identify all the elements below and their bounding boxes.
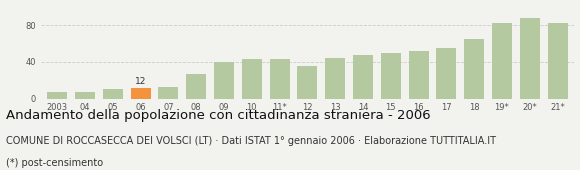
Bar <box>408 51 429 99</box>
Bar <box>520 18 540 99</box>
Bar <box>325 58 345 99</box>
Bar <box>298 66 317 99</box>
Bar <box>242 59 262 99</box>
Bar <box>214 62 234 99</box>
Bar <box>548 23 567 99</box>
Bar <box>103 89 123 99</box>
Bar <box>353 55 373 99</box>
Text: 12: 12 <box>135 77 146 86</box>
Bar <box>270 59 289 99</box>
Bar <box>464 39 484 99</box>
Bar <box>186 74 206 99</box>
Text: COMUNE DI ROCCASECCA DEI VOLSCI (LT) · Dati ISTAT 1° gennaio 2006 · Elaborazione: COMUNE DI ROCCASECCA DEI VOLSCI (LT) · D… <box>6 136 496 146</box>
Bar <box>492 23 512 99</box>
Bar <box>380 53 401 99</box>
Bar <box>158 87 179 99</box>
Bar <box>130 88 151 99</box>
Bar <box>75 92 95 99</box>
Text: Andamento della popolazione con cittadinanza straniera - 2006: Andamento della popolazione con cittadin… <box>6 109 430 122</box>
Bar <box>47 92 67 99</box>
Bar <box>436 48 456 99</box>
Text: (*) post-censimento: (*) post-censimento <box>6 158 103 168</box>
